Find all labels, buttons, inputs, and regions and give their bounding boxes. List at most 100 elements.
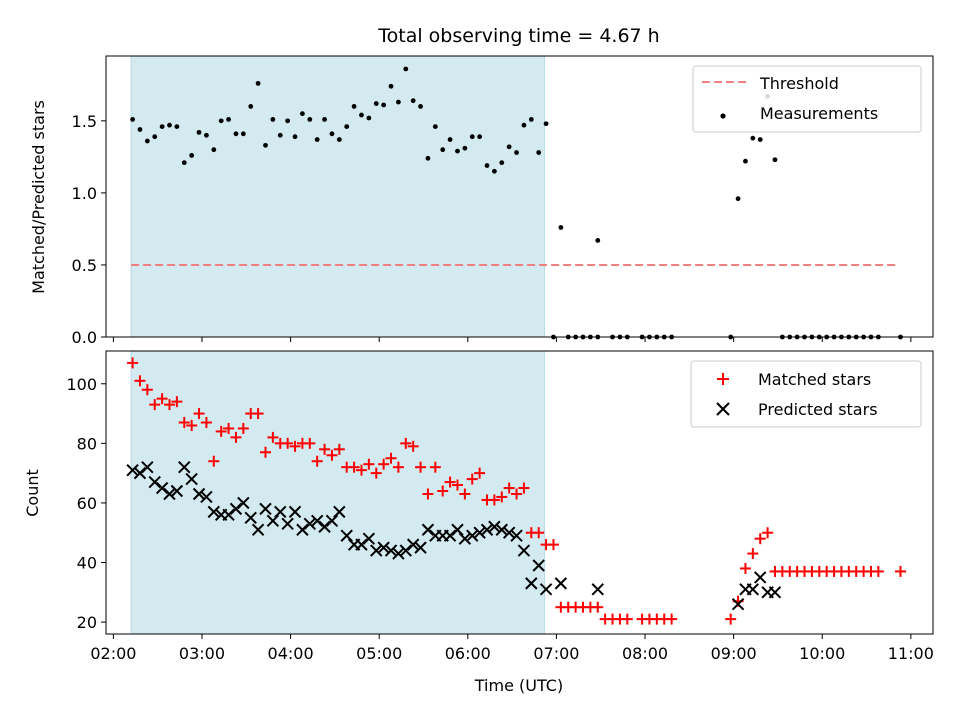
predicted-star-point bbox=[318, 520, 331, 533]
predicted-star-point bbox=[325, 514, 339, 528]
matched-star-point bbox=[392, 461, 404, 473]
measurement-point bbox=[381, 102, 387, 108]
matched-star-point bbox=[429, 461, 441, 473]
predicted-star-point bbox=[229, 502, 243, 516]
matched-star-point bbox=[518, 482, 530, 494]
measurement-point bbox=[432, 124, 438, 130]
matched-star-point bbox=[237, 422, 249, 434]
predicted-star-point bbox=[148, 475, 161, 489]
matched-star-point bbox=[134, 375, 146, 387]
measurement-point bbox=[189, 153, 195, 158]
measurement-point bbox=[181, 160, 187, 166]
measurement-point bbox=[322, 117, 327, 122]
bot-y-tick-label: 40 bbox=[77, 554, 97, 573]
bottom-y-axis-label: Count bbox=[23, 469, 42, 517]
measurement-point bbox=[491, 168, 497, 174]
measurement-point bbox=[750, 135, 756, 141]
matched-star-point bbox=[747, 548, 759, 560]
matched-star-point bbox=[289, 440, 301, 452]
measurement-point bbox=[270, 117, 276, 122]
matched-star-point bbox=[459, 488, 471, 500]
top-y-tick-label: 0.0 bbox=[72, 328, 97, 347]
measurement-point bbox=[477, 134, 483, 140]
predicted-star-point bbox=[251, 523, 265, 536]
matched-star-point bbox=[592, 601, 604, 613]
predicted-star-point bbox=[421, 523, 435, 536]
matched-star-point bbox=[149, 399, 161, 411]
predicted-star-point bbox=[170, 484, 184, 498]
measurement-point bbox=[144, 138, 150, 144]
top-legend: Threshold Measurements bbox=[692, 65, 922, 133]
predicted-star-point bbox=[443, 529, 457, 542]
matched-star-point bbox=[533, 527, 545, 539]
measurement-point bbox=[772, 157, 778, 163]
measurement-point bbox=[226, 117, 231, 122]
top-panel: 0.0 0.5 1.0 1.5 Total observing time = 4.67… bbox=[29, 25, 934, 347]
predicted-star-point bbox=[406, 538, 420, 551]
measurement-point bbox=[359, 112, 364, 118]
measurement-point bbox=[558, 225, 564, 230]
bot-y-tick-label: 80 bbox=[77, 434, 97, 453]
predicted-star-point bbox=[370, 544, 383, 557]
bot-y-tick-label: 20 bbox=[77, 613, 97, 632]
measurement-point bbox=[285, 118, 291, 124]
predicted-star-point bbox=[768, 586, 782, 599]
measurement-point bbox=[536, 150, 542, 155]
predicted-star-point bbox=[126, 463, 139, 477]
x-tick-label: 11:00 bbox=[888, 644, 934, 663]
predicted-star-point bbox=[310, 514, 324, 528]
measurement-point bbox=[196, 129, 202, 135]
predicted-star-point bbox=[207, 505, 221, 519]
predicted-star-point bbox=[731, 598, 745, 611]
matched-star-point bbox=[333, 443, 345, 455]
predicted-star-point bbox=[539, 583, 553, 596]
top-plot-frame bbox=[105, 55, 934, 338]
measurement-point bbox=[130, 117, 135, 122]
predicted-star-point bbox=[517, 544, 531, 557]
predicted-star-point bbox=[178, 460, 191, 474]
matched-legend-label: Matched stars bbox=[758, 370, 871, 389]
matched-star-point bbox=[156, 393, 168, 405]
matched-star-point bbox=[451, 479, 463, 491]
x-tick-label: 09:00 bbox=[711, 644, 757, 663]
chart-title: Total observing time = 4.67 h bbox=[377, 25, 659, 47]
matched-star-point bbox=[503, 482, 515, 494]
top-y-tick-label: 1.0 bbox=[72, 184, 97, 203]
predicted-star-point bbox=[155, 481, 169, 495]
matched-star-point bbox=[259, 446, 271, 458]
matched-star-point bbox=[215, 425, 227, 437]
predicted-star-point bbox=[222, 508, 235, 522]
x-tick-label: 05:00 bbox=[356, 644, 402, 663]
measurement-point bbox=[366, 115, 372, 121]
measurement-point bbox=[757, 137, 763, 142]
measurement-point bbox=[233, 131, 239, 137]
bottom-legend: Matched stars Predicted stars bbox=[690, 360, 922, 428]
measurement-point bbox=[469, 134, 475, 140]
measurement-point bbox=[373, 101, 379, 106]
measurement-point bbox=[528, 117, 534, 122]
measurement-point bbox=[447, 137, 453, 142]
matched-star-point bbox=[725, 613, 737, 625]
measurement-point bbox=[743, 158, 748, 164]
measurement-point bbox=[462, 145, 468, 151]
measurement-point bbox=[248, 104, 254, 109]
predicted-star-point bbox=[355, 538, 368, 551]
measurement-point bbox=[255, 80, 261, 86]
matched-star-point bbox=[127, 357, 139, 369]
measurement-point bbox=[425, 155, 431, 161]
measurement-point bbox=[263, 142, 268, 148]
predicted-star-point bbox=[192, 487, 206, 501]
predicted-star-point bbox=[237, 496, 250, 510]
predicted-star-point bbox=[414, 541, 427, 554]
predicted-star-point bbox=[384, 544, 398, 557]
predicted-legend-marker bbox=[716, 402, 730, 416]
measurement-point bbox=[521, 122, 527, 128]
predicted-star-point bbox=[266, 514, 280, 528]
measurement-point bbox=[410, 98, 416, 104]
measurement-point bbox=[300, 111, 305, 117]
x-tick-label: 04:00 bbox=[268, 644, 314, 663]
predicted-star-point bbox=[259, 502, 272, 516]
measurement-point bbox=[240, 131, 246, 137]
x-tick-label: 03:00 bbox=[179, 644, 225, 663]
predicted-star-point bbox=[163, 487, 176, 501]
